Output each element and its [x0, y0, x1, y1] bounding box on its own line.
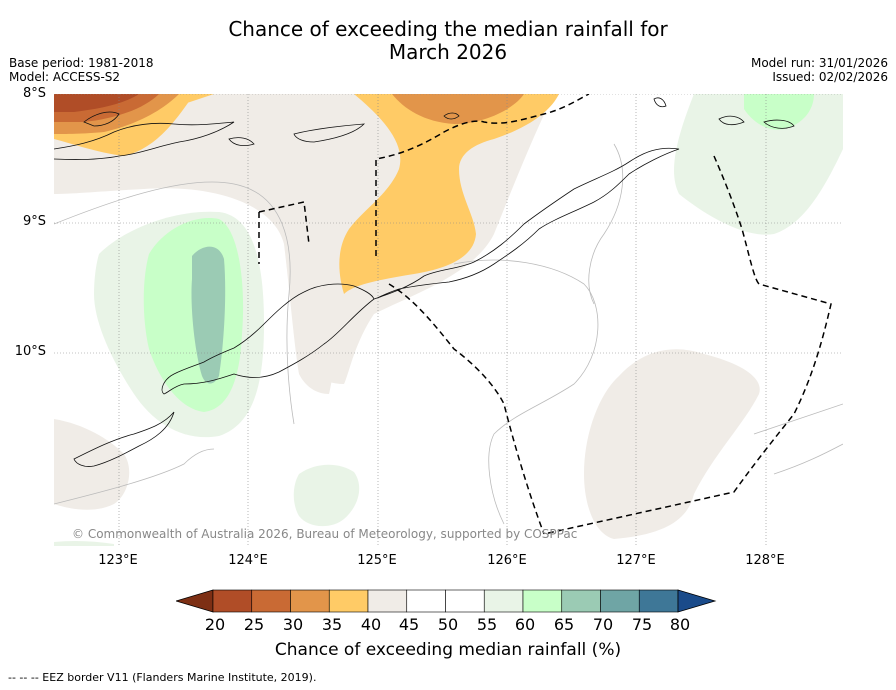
- colorbar-tick: 30: [282, 615, 304, 634]
- contour-line: [453, 259, 599, 525]
- model-run-text: Model run: 31/01/2026: [750, 56, 888, 70]
- coastline-sumba: [73, 411, 175, 467]
- coastline-islands-east: [653, 97, 795, 129]
- colorbar-cell: [483, 589, 524, 613]
- lon-label-125e: 125°E: [357, 553, 397, 568]
- colorbar-tick: 70: [592, 615, 614, 634]
- coastline-flores-islands: [83, 111, 366, 146]
- colorbar-tick: 80: [669, 615, 691, 634]
- colorbar-cell: [251, 589, 291, 613]
- meta-right: Model run: 31/01/2026 Issued: 02/02/2026: [751, 56, 888, 84]
- lon-label-128e: 128°E: [745, 553, 785, 568]
- lon-label-126e: 126°E: [487, 553, 527, 568]
- colorbar-cell: [367, 589, 408, 613]
- region-lightgreen-south: [293, 464, 360, 527]
- colorbar-cell: [290, 589, 330, 613]
- meta-left: Base period: 1981-2018 Model: ACCESS-S2: [9, 56, 154, 84]
- coastline-timor-west: [161, 283, 375, 395]
- eez-footnote: -- -- -- EEZ border V11 (Flanders Marine…: [8, 671, 317, 684]
- colorbar-extend-low: [176, 589, 214, 613]
- region-beige-southwest: [54, 419, 130, 510]
- eez-border-line: [388, 283, 545, 535]
- colorbar-label: Chance of exceeding median rainfall (%): [274, 640, 622, 660]
- lat-label-9s: 9°S: [22, 214, 46, 229]
- coastline-flores: [54, 121, 235, 160]
- colorbar-cell: [522, 589, 563, 613]
- rainfall-map: [54, 94, 843, 546]
- region-teal-west: [191, 246, 226, 384]
- contour-line: [54, 448, 215, 505]
- model-text: Model: ACCESS-S2: [9, 70, 121, 84]
- colorbar-extend-high: [677, 589, 717, 613]
- region-lightgreen-northeast: [674, 94, 843, 235]
- contour-line: [54, 181, 295, 425]
- issued-text: Issued: 02/02/2026: [772, 70, 888, 84]
- contour-lines: [54, 143, 843, 525]
- colorbar-cell: [638, 589, 679, 613]
- colorbar-tick: 50: [437, 615, 459, 634]
- lat-label-10s: 10°S: [14, 344, 46, 359]
- chart-title: Chance of exceeding the median rainfall …: [0, 18, 896, 64]
- eez-border-line: [375, 94, 590, 256]
- eez-border-line: [258, 201, 310, 245]
- colorbar-tick: 20: [204, 615, 226, 634]
- eez-border: [258, 94, 832, 535]
- region-orange-north: [392, 94, 524, 124]
- colorbar-tick: 60: [514, 615, 536, 634]
- colorbar-cell: [600, 589, 640, 613]
- region-lightgreen-bottomleft: [54, 540, 114, 546]
- base-period-text: Base period: 1981-2018: [9, 56, 154, 70]
- copyright-text: © Commonwealth of Australia 2026, Bureau…: [72, 527, 578, 541]
- lon-label-123e: 123°E: [98, 553, 138, 568]
- lat-label-8s: 8°S: [22, 86, 46, 101]
- colorbar-cell: [445, 589, 485, 613]
- colorbar: [176, 589, 717, 613]
- colorbar-tick: 25: [243, 615, 265, 634]
- region-brown-northwest: [54, 94, 139, 112]
- region-yellow-central: [339, 94, 559, 294]
- lon-label-124e: 124°E: [228, 553, 268, 568]
- colorbar-tick: 65: [553, 615, 575, 634]
- eez-border-line: [543, 155, 832, 535]
- colorbar-tick: 35: [321, 615, 343, 634]
- lon-label-127e: 127°E: [616, 553, 656, 568]
- coastlines: [54, 97, 795, 467]
- contour-line: [753, 403, 843, 435]
- colorbar-tick: 55: [476, 615, 498, 634]
- colorbar-cell: [561, 589, 601, 613]
- colorbar-cell: [406, 589, 446, 613]
- coastline-timor: [373, 147, 680, 300]
- colorbar-tick: 45: [398, 615, 420, 634]
- colorbar-cell: [328, 589, 369, 613]
- colorbar-cell: [212, 589, 253, 613]
- title-line-2: March 2026: [388, 40, 508, 64]
- colorbar-tick: 40: [360, 615, 382, 634]
- region-beige-southeast: [584, 349, 760, 539]
- title-line-1: Chance of exceeding the median rainfall …: [228, 17, 668, 41]
- colorbar-tick: 75: [631, 615, 653, 634]
- contour-line: [773, 443, 843, 475]
- coastline-small-island: [443, 112, 460, 120]
- region-green-northeast: [744, 94, 814, 130]
